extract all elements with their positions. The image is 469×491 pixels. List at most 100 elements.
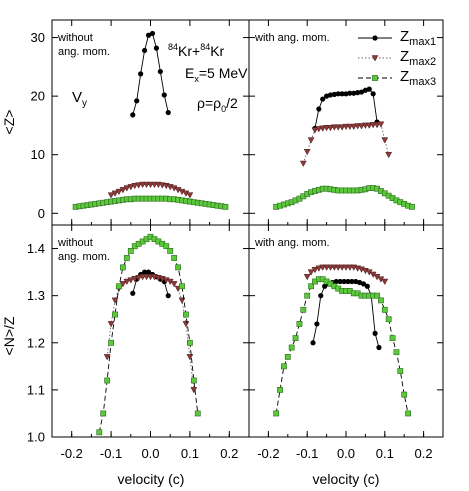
data-point-zmax3 — [393, 349, 400, 356]
data-point-zmax1 — [339, 91, 345, 97]
data-point-zmax1 — [157, 68, 163, 75]
data-point-zmax2 — [315, 126, 323, 133]
data-point-zmax3 — [374, 292, 380, 299]
data-point-zmax1 — [335, 91, 341, 97]
legend-marker — [371, 55, 379, 62]
data-point-zmax3 — [96, 429, 103, 436]
data-point-zmax1 — [366, 86, 372, 92]
data-point-zmax1 — [138, 71, 144, 77]
data-point-zmax2 — [381, 278, 389, 286]
data-point-zmax1 — [360, 281, 367, 287]
data-point-zmax3 — [281, 363, 287, 370]
data-point-zmax3 — [385, 316, 392, 323]
panel-label: without — [57, 32, 93, 44]
data-point-zmax3 — [277, 386, 283, 393]
data-point-zmax2 — [131, 183, 139, 190]
legend-entry: Zmax3 — [358, 68, 436, 88]
density-fraction: /2 — [226, 95, 238, 111]
data-point-zmax2 — [377, 121, 385, 128]
data-point-zmax2 — [385, 151, 393, 159]
data-point-zmax2 — [338, 124, 346, 131]
data-point-zmax3 — [405, 410, 411, 417]
x-tick-label: 0.0 — [337, 446, 355, 461]
data-point-zmax1 — [141, 47, 148, 54]
data-point-zmax1 — [320, 96, 326, 102]
data-point-zmax2 — [350, 123, 358, 131]
legend-label: Zmax1 — [400, 28, 436, 48]
data-point-zmax2 — [381, 137, 389, 144]
y-tick-label: 1.3 — [27, 288, 45, 303]
data-point-zmax2 — [135, 182, 143, 189]
data-point-zmax1 — [318, 293, 324, 299]
y-axis-label-top: <Z> — [1, 110, 17, 135]
panel-label: ang. mom. — [58, 46, 110, 58]
y-tick-label: 10 — [31, 147, 45, 162]
data-point-zmax1 — [353, 278, 359, 285]
data-point-zmax3 — [409, 203, 415, 210]
data-point-zmax1 — [364, 283, 370, 289]
legend-label-base: Z — [400, 68, 409, 85]
data-point-zmax1 — [372, 330, 378, 336]
data-point-zmax1 — [134, 98, 140, 104]
data-point-zmax1 — [165, 109, 171, 116]
data-point-zmax1 — [145, 269, 152, 275]
energy-symbol: E — [185, 65, 194, 81]
data-point-zmax2 — [135, 275, 143, 282]
data-point-zmax3 — [194, 410, 201, 417]
data-point-zmax3 — [108, 339, 114, 346]
data-point-zmax1 — [345, 278, 351, 285]
data-point-zmax3 — [304, 292, 311, 299]
y-tick-label: 30 — [31, 30, 45, 45]
data-point-zmax3 — [401, 391, 408, 398]
data-point-zmax2 — [123, 278, 131, 286]
data-point-zmax2 — [319, 125, 327, 132]
data-point-zmax1 — [370, 91, 376, 97]
panel-top-right: with ang. mom. — [248, 19, 444, 226]
reaction-element-b: Kr — [210, 43, 224, 59]
data-point-zmax3 — [167, 248, 174, 254]
legend-marker — [372, 75, 378, 81]
legend-label-base: Z — [400, 48, 409, 65]
data-point-zmax2 — [299, 160, 307, 168]
y-axis-label-bottom: <N>/Z — [1, 316, 17, 355]
legend-label-sub: max3 — [409, 76, 436, 88]
data-point-zmax1 — [376, 344, 382, 351]
legend-label-sub: max2 — [409, 56, 436, 68]
data-point-zmax3 — [378, 297, 384, 304]
x-tick-label: 0.1 — [376, 446, 394, 461]
legend-label: Zmax3 — [400, 68, 436, 88]
x-tick-label: -0.1 — [296, 446, 318, 461]
legend-label: Zmax2 — [400, 48, 436, 68]
data-point-zmax2 — [311, 267, 319, 274]
data-point-zmax2 — [190, 387, 198, 394]
data-point-zmax1 — [165, 293, 171, 299]
data-point-zmax3 — [163, 243, 170, 250]
data-point-zmax2 — [307, 269, 315, 276]
data-point-zmax3 — [171, 255, 178, 261]
data-point-zmax1 — [327, 92, 334, 98]
data-point-zmax3 — [300, 306, 307, 313]
legend-entry: Zmax2 — [358, 48, 436, 68]
data-point-zmax2 — [373, 122, 381, 129]
data-point-zmax3 — [187, 339, 193, 346]
data-point-zmax1 — [358, 89, 365, 95]
y-tick-label: 1.0 — [27, 430, 45, 445]
data-point-zmax1 — [316, 106, 322, 112]
panel-label: without — [57, 237, 93, 249]
y-tick-label: 20 — [31, 89, 45, 104]
data-point-zmax3 — [308, 283, 314, 290]
data-point-zmax2 — [107, 192, 115, 199]
data-point-zmax3 — [104, 377, 111, 384]
data-point-zmax2 — [127, 184, 135, 191]
legend-label-sub: max1 — [409, 36, 436, 48]
data-point-zmax2 — [307, 137, 315, 144]
y-tick-label: 1.4 — [27, 241, 45, 256]
data-point-zmax2 — [103, 354, 111, 361]
reaction-label: 84Kr+84Kr — [168, 42, 225, 59]
legend-marker — [372, 35, 378, 41]
data-point-zmax3 — [179, 283, 185, 290]
data-point-zmax1 — [153, 45, 160, 51]
data-point-zmax3 — [123, 255, 130, 261]
